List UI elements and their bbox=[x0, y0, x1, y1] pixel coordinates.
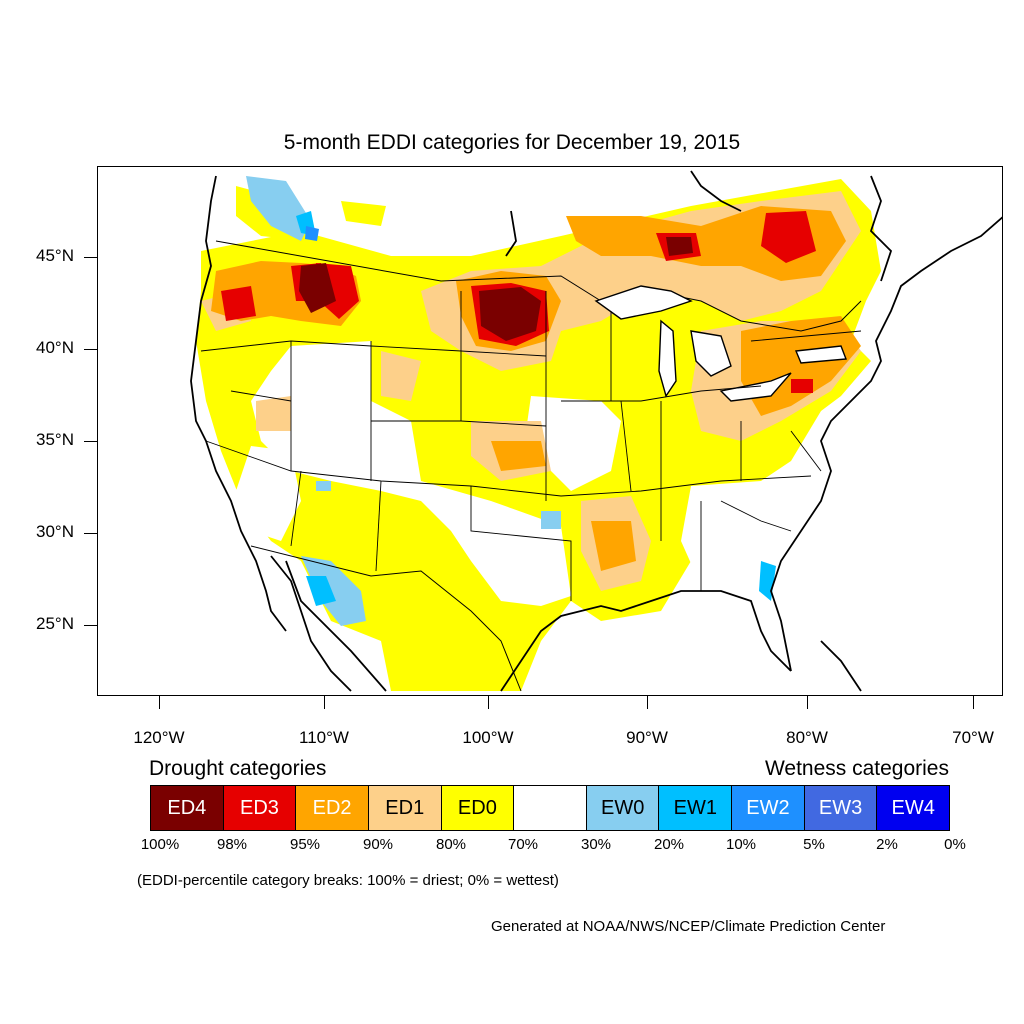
state-boundaries bbox=[200, 291, 862, 601]
lat-tick bbox=[84, 625, 97, 626]
legend-cell-ed0: ED0 bbox=[441, 786, 515, 830]
eddi-map bbox=[190, 170, 1002, 692]
legend-cell-ew4: EW4 bbox=[877, 786, 950, 830]
legend-cell-ed1: ED1 bbox=[368, 786, 442, 830]
map-panel bbox=[97, 166, 1003, 696]
legend-cell-ew1: EW1 bbox=[659, 786, 733, 830]
lat-label-30n: 30°N bbox=[36, 522, 74, 541]
lon-label-110w: 110°W bbox=[299, 728, 349, 747]
break-label: 100% bbox=[140, 836, 180, 853]
lat-tick bbox=[84, 349, 97, 350]
lat-label-35n: 35°N bbox=[36, 430, 74, 449]
lon-label-70w: 70°W bbox=[952, 728, 994, 747]
lon-label-120w: 120°W bbox=[133, 728, 185, 747]
break-label: 80% bbox=[435, 836, 467, 853]
lon-tick bbox=[807, 696, 808, 709]
lon-tick bbox=[488, 696, 489, 709]
break-label: 2% bbox=[876, 836, 898, 853]
legend-cell-ew3: EW3 bbox=[804, 786, 878, 830]
ew2-region bbox=[305, 226, 319, 241]
lat-tick bbox=[84, 533, 97, 534]
map-title: 5-month EDDI categories for December 19,… bbox=[283, 131, 741, 154]
legend-cell-ed4: ED4 bbox=[151, 786, 224, 830]
lon-tick bbox=[647, 696, 648, 709]
break-label: 98% bbox=[216, 836, 248, 853]
break-label: 5% bbox=[803, 836, 825, 853]
break-label: 10% bbox=[725, 836, 757, 853]
lat-label-40n: 40°N bbox=[36, 338, 74, 357]
legend-color-bar: ED4 ED3 ED2 ED1 ED0 EW0 EW1 EW2 EW3 EW4 bbox=[150, 785, 950, 831]
break-label: 90% bbox=[362, 836, 394, 853]
break-label: 70% bbox=[507, 836, 539, 853]
lon-label-80w: 80°W bbox=[786, 728, 828, 747]
legend-cell-neutral bbox=[514, 786, 587, 830]
drought-categories-title: Drought categories bbox=[149, 757, 327, 780]
great-lakes bbox=[594, 285, 847, 402]
lon-tick bbox=[159, 696, 160, 709]
lon-tick bbox=[324, 696, 325, 709]
lat-label-45n: 45°N bbox=[36, 246, 74, 265]
break-label: 0% bbox=[944, 836, 966, 853]
ew0-region bbox=[246, 176, 561, 626]
wetness-categories-title: Wetness categories bbox=[764, 757, 949, 780]
lon-tick bbox=[973, 696, 974, 709]
break-label: 30% bbox=[580, 836, 612, 853]
ed4-region bbox=[299, 237, 693, 341]
break-label: 20% bbox=[653, 836, 685, 853]
legend-cell-ed3: ED3 bbox=[223, 786, 297, 830]
coastline bbox=[190, 170, 1002, 692]
lat-tick bbox=[84, 441, 97, 442]
lon-label-100w: 100°W bbox=[462, 728, 514, 747]
lat-tick bbox=[84, 257, 97, 258]
source-credit: Generated at NOAA/NWS/NCEP/Climate Predi… bbox=[491, 918, 886, 935]
legend-cell-ew0: EW0 bbox=[586, 786, 660, 830]
category-breaks-note: (EDDI-percentile category breaks: 100% =… bbox=[137, 872, 559, 889]
lat-label-25n: 25°N bbox=[36, 614, 74, 633]
legend-cell-ew2: EW2 bbox=[732, 786, 805, 830]
break-label: 95% bbox=[289, 836, 321, 853]
lon-label-90w: 90°W bbox=[626, 728, 668, 747]
legend-cell-ed2: ED2 bbox=[296, 786, 369, 830]
